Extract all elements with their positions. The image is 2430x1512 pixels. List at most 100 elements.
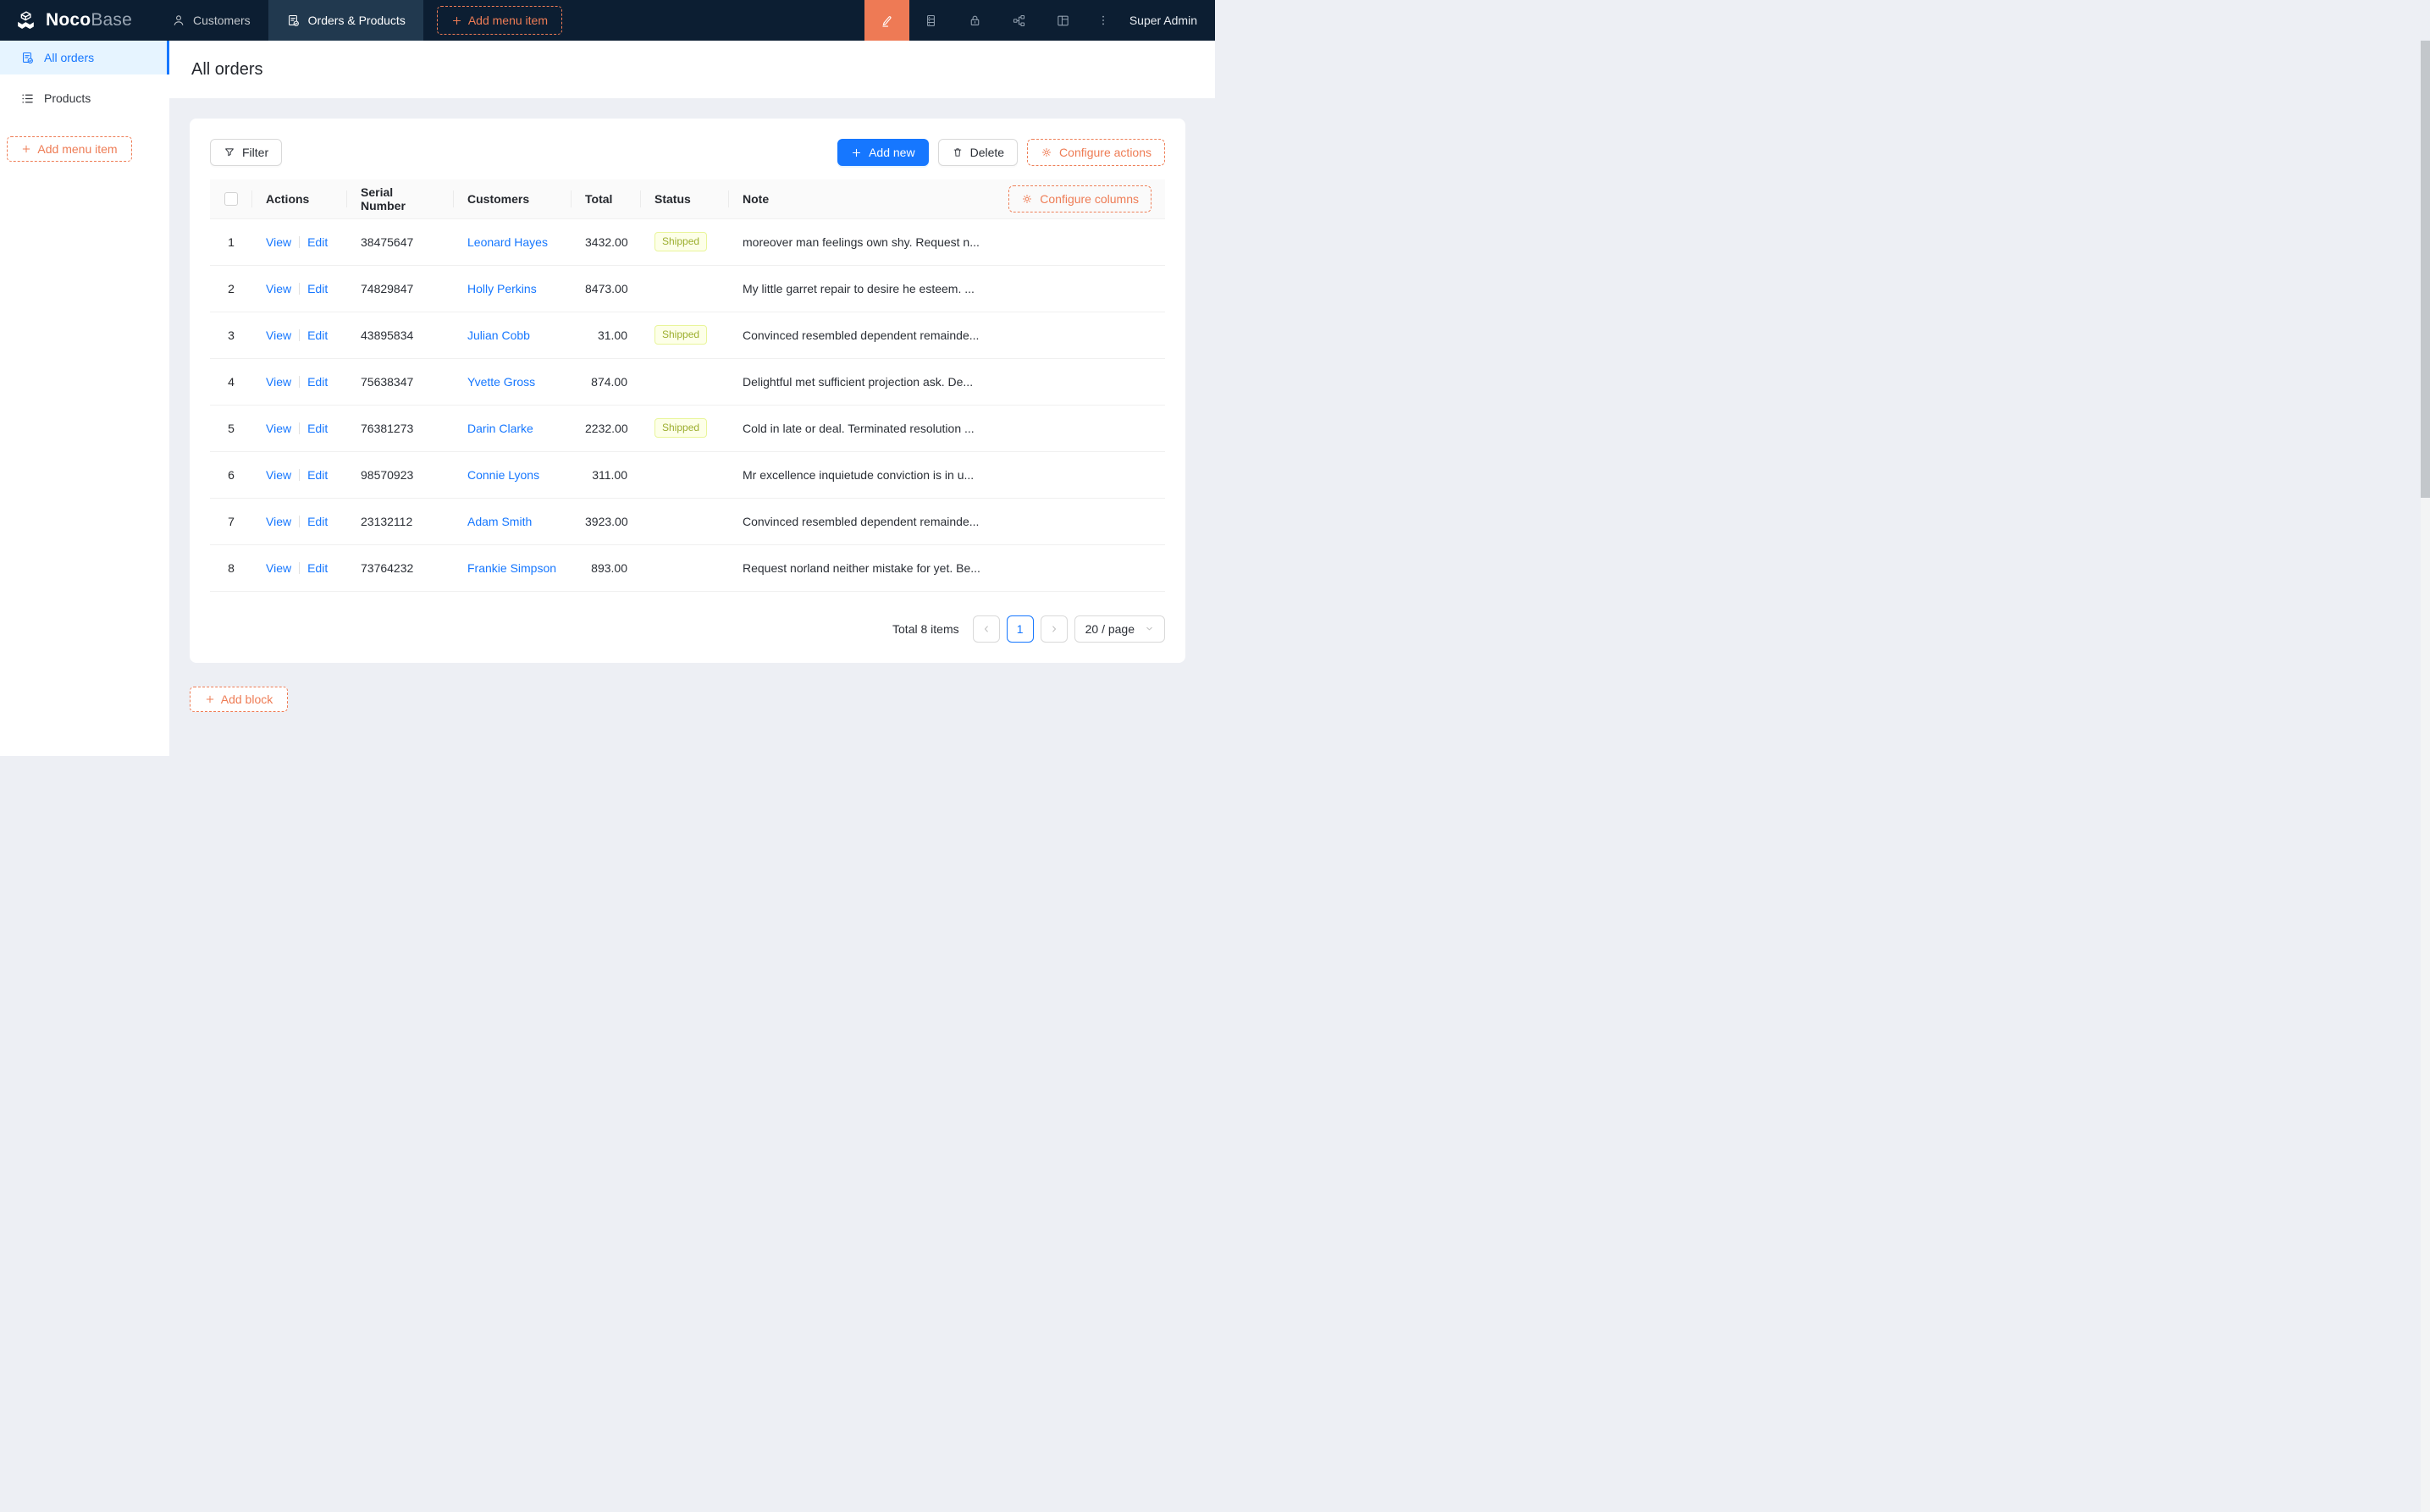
edit-link[interactable]: Edit <box>307 560 329 575</box>
configure-actions-button[interactable]: Configure actions <box>1027 139 1165 166</box>
sidebar-item-label: All orders <box>44 51 95 64</box>
collections-button[interactable] <box>909 0 953 41</box>
action-divider <box>299 235 301 248</box>
column-header-serial-number: Serial Number <box>347 179 454 219</box>
customer-link[interactable]: Holly Perkins <box>467 281 537 295</box>
total-cell: 311.00 <box>572 451 641 499</box>
customer-link[interactable]: Connie Lyons <box>467 467 540 482</box>
table-row[interactable]: 3 View Edit 43895834 Julian Cobb 31.00 Sh… <box>210 312 1165 359</box>
customer-link[interactable]: Adam Smith <box>467 514 533 528</box>
view-link[interactable]: View <box>266 374 292 389</box>
configure-columns-button[interactable]: Configure columns <box>1008 185 1151 212</box>
edit-link[interactable]: Edit <box>307 235 329 249</box>
action-divider <box>299 515 301 527</box>
add-new-button[interactable]: Add new <box>837 139 929 166</box>
customers-icon <box>174 15 184 25</box>
orders-table: Actions Serial Number Customers Total St… <box>210 179 1165 592</box>
view-link[interactable]: View <box>266 281 292 295</box>
edit-link[interactable]: Edit <box>307 467 329 482</box>
add-menu-item-button-side[interactable]: Add menu item <box>7 136 132 162</box>
view-link[interactable]: View <box>266 421 292 435</box>
serial-number-cell: 74829847 <box>347 265 454 312</box>
status-tag: Shipped <box>654 325 708 345</box>
customer-link[interactable]: Darin Clarke <box>467 421 533 435</box>
view-link[interactable]: View <box>266 235 292 249</box>
customer-link[interactable]: Leonard Hayes <box>467 235 548 249</box>
page-size-select[interactable]: 20 / page <box>1074 615 1165 643</box>
toolbar-right-actions: Add new Delete <box>837 139 1165 166</box>
add-block-label: Add block <box>220 692 273 706</box>
action-divider <box>299 561 301 574</box>
page-scrollbar[interactable] <box>2421 41 2430 1512</box>
more-button[interactable] <box>1085 0 1121 41</box>
filter-button[interactable]: Filter <box>210 139 283 166</box>
pagination-next-button[interactable] <box>1040 615 1068 643</box>
view-link[interactable]: View <box>266 328 292 342</box>
edit-link[interactable]: Edit <box>307 514 329 528</box>
permissions-button[interactable] <box>953 0 997 41</box>
highlighter-icon <box>882 15 892 27</box>
row-index: 1 <box>228 235 235 249</box>
add-menu-item-label: Add menu item <box>37 142 118 156</box>
total-cell: 8473.00 <box>572 265 641 312</box>
sidebar: All orders Products Add menu item <box>0 41 169 756</box>
table-row[interactable]: 6 View Edit 98570923 Connie Lyons 311.00 … <box>210 451 1165 499</box>
brand-logo[interactable]: NocoBase <box>0 0 154 41</box>
note-cell: moreover man feelings own shy. Request n… <box>729 218 1165 266</box>
delete-button[interactable]: Delete <box>937 139 1019 166</box>
edit-link[interactable]: Edit <box>307 281 329 295</box>
lock-icon <box>971 15 980 25</box>
add-menu-item-button-top[interactable]: Add menu item <box>436 6 562 35</box>
customer-link[interactable]: Julian Cobb <box>467 328 530 342</box>
table-row[interactable]: 5 View Edit 76381273 Darin Clarke 2232.00… <box>210 405 1165 452</box>
edit-link[interactable]: Edit <box>307 328 329 342</box>
table-row[interactable]: 2 View Edit 74829847 Holly Perkins 8473.0… <box>210 265 1165 312</box>
delete-label: Delete <box>969 146 1005 159</box>
table-row[interactable]: 4 View Edit 75638347 Yvette Gross 874.00 … <box>210 358 1165 406</box>
page-title: All orders <box>191 59 263 79</box>
view-link[interactable]: View <box>266 514 292 528</box>
table-row[interactable]: 8 View Edit 73764232 Frankie Simpson 893.… <box>210 544 1165 592</box>
plus-icon <box>23 145 30 153</box>
action-divider <box>299 282 301 295</box>
database-icon <box>927 14 936 26</box>
configure-actions-label: Configure actions <box>1059 146 1151 159</box>
sidebar-item-products[interactable]: Products <box>0 81 169 115</box>
status-tag: Shipped <box>654 418 708 438</box>
brand-name: NocoBase <box>46 10 132 30</box>
customer-link[interactable]: Frankie Simpson <box>467 560 557 575</box>
action-divider <box>299 468 301 481</box>
serial-number-cell: 98570923 <box>347 451 454 499</box>
sidebar-item-all-orders[interactable]: All orders <box>0 41 169 74</box>
customer-link[interactable]: Yvette Gross <box>467 374 536 389</box>
view-link[interactable]: View <box>266 467 292 482</box>
nav-tab-customers[interactable]: Customers <box>154 0 268 41</box>
status-tag: Shipped <box>654 232 708 251</box>
pagination-total: Total 8 items <box>892 621 959 636</box>
edit-link[interactable]: Edit <box>307 421 329 435</box>
serial-number-cell: 76381273 <box>347 405 454 452</box>
serial-number-cell: 23132112 <box>347 498 454 545</box>
view-link[interactable]: View <box>266 560 292 575</box>
pagination-prev-button[interactable] <box>972 615 1000 643</box>
pagination-page-1[interactable]: 1 <box>1006 615 1034 643</box>
note-cell: Cold in late or deal. Terminated resolut… <box>729 405 1165 452</box>
scrollbar-thumb[interactable] <box>2421 41 2430 498</box>
content-area: All orders Filter Add new <box>169 41 1215 756</box>
plugins-button[interactable] <box>997 0 1041 41</box>
select-all-checkbox[interactable] <box>224 192 238 207</box>
row-index: 4 <box>228 374 235 389</box>
edit-link[interactable]: Edit <box>307 374 329 389</box>
page-size-value: 20 / page <box>1085 621 1135 636</box>
column-header-status: Status <box>641 179 729 219</box>
layout-button[interactable] <box>1041 0 1085 41</box>
nav-tab-orders-products[interactable]: Orders & Products <box>268 0 423 41</box>
table-toolbar: Filter Add new Delete <box>210 139 1165 166</box>
note-cell: Mr excellence inquietude conviction is i… <box>729 451 1165 499</box>
ui-editor-button[interactable] <box>864 0 909 41</box>
user-menu[interactable]: Super Admin <box>1121 0 1215 41</box>
table-row[interactable]: 7 View Edit 23132112 Adam Smith 3923.00 C… <box>210 498 1165 545</box>
add-block-button[interactable]: Add block <box>190 686 288 712</box>
table-row[interactable]: 1 View Edit 38475647 Leonard Hayes 3432.0… <box>210 218 1165 266</box>
note-cell: Convinced resembled dependent remainde..… <box>729 498 1165 545</box>
